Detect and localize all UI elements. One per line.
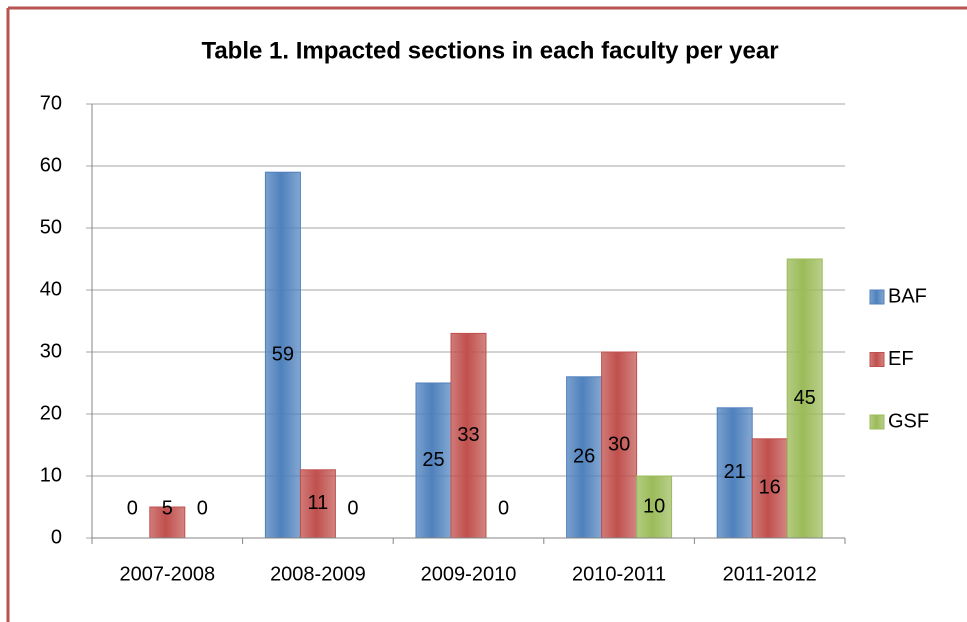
x-tick-label: 2011-2012: [723, 563, 817, 585]
chart-title: Table 1. Impacted sections in each facul…: [201, 37, 778, 64]
y-tick-label: 20: [40, 402, 62, 424]
bar: [601, 351, 638, 539]
x-tick-label: 2008-2009: [270, 563, 366, 585]
data-label: 21: [724, 461, 746, 483]
y-tick-label: 60: [40, 154, 62, 176]
data-label: 11: [308, 492, 329, 514]
bar: [264, 171, 301, 539]
legend-label: GSF: [888, 410, 929, 432]
y-tick-label: 50: [40, 216, 62, 238]
data-label: 16: [759, 477, 781, 499]
bar: [566, 376, 603, 539]
y-tick-label: 40: [40, 278, 62, 300]
data-label: 0: [197, 497, 208, 519]
data-label: 45: [794, 387, 816, 409]
data-label: 0: [127, 497, 138, 519]
x-tick-label: 2009-2010: [421, 563, 517, 585]
data-label: 59: [272, 343, 294, 365]
data-label: 26: [573, 446, 595, 468]
bar: [299, 469, 336, 539]
legend-swatch: [869, 414, 885, 430]
legend-label: EF: [888, 348, 914, 370]
bar: [636, 475, 673, 539]
bar: [450, 332, 487, 539]
data-label: 0: [498, 497, 509, 519]
data-label: 33: [457, 424, 479, 446]
y-tick-label: 70: [40, 92, 62, 114]
legend-swatch: [869, 289, 885, 305]
data-label: 0: [347, 497, 358, 519]
data-label: 5: [162, 497, 173, 519]
y-tick-label: 0: [51, 526, 62, 548]
bar: [716, 407, 753, 539]
data-label: 25: [422, 449, 444, 471]
x-tick-label: 2010-2011: [572, 563, 666, 585]
legend-label: BAF: [888, 285, 927, 307]
legend-swatch: [869, 352, 885, 367]
bar: [786, 258, 823, 539]
data-label: 30: [608, 433, 630, 455]
x-tick-label: 2007-2008: [119, 563, 215, 585]
y-tick-label: 30: [40, 340, 62, 362]
data-label: 10: [643, 495, 665, 517]
y-tick-label: 10: [40, 464, 62, 486]
